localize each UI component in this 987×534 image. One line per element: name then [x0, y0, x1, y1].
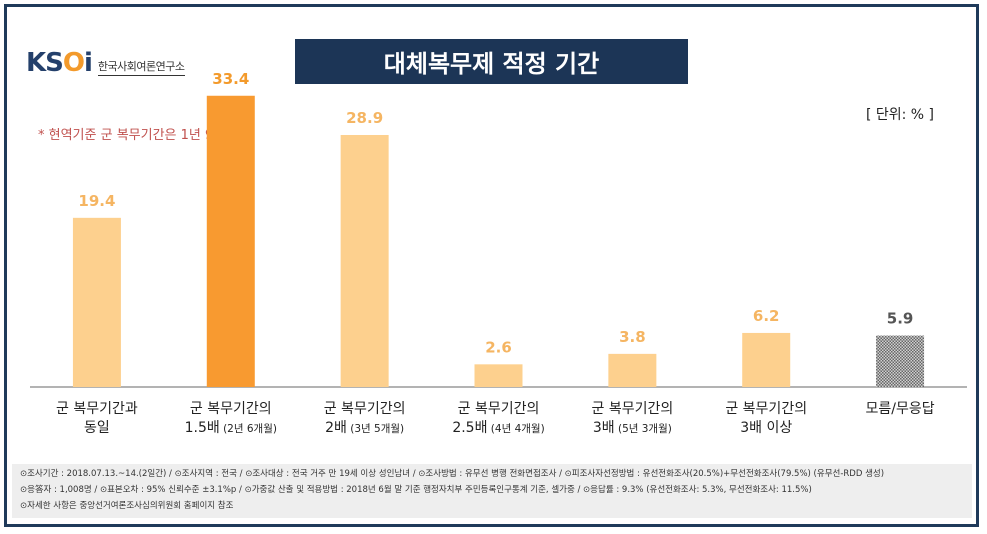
- bar-1: [206, 95, 255, 387]
- category-label-1-0: 군 복무기간의: [190, 401, 272, 417]
- slide-frame: [4, 4, 979, 527]
- unit-label: [ 단위: % ]: [865, 107, 934, 123]
- value-label-2: 28.9: [346, 109, 383, 127]
- bar-6: [876, 335, 925, 387]
- value-label-1: 33.4: [212, 70, 249, 88]
- footer-line-3: ⊙자세한 사항은 중앙선거여론조사심의위원회 홈페이지 참조: [20, 501, 234, 511]
- survey-info-footer: ⊙조사기간 : 2018.07.13.~14.(2일간) / ⊙조사지역 : 전…: [12, 464, 972, 518]
- category-label-5-0: 군 복무기간의: [725, 401, 807, 417]
- category-label-4-0: 군 복무기간의: [591, 401, 673, 417]
- category-label-2-0: 군 복무기간의: [324, 401, 406, 417]
- value-label-4: 3.8: [619, 328, 646, 346]
- bar-3: [474, 364, 523, 387]
- category-label-4-1: 3배 (5년 3개월): [593, 420, 672, 436]
- logo-mark: KSOi: [26, 48, 93, 78]
- category-label-0-0: 군 복무기간과: [56, 401, 138, 417]
- bar-0: [72, 217, 121, 387]
- category-label-0-1: 동일: [84, 420, 110, 436]
- value-label-5: 6.2: [753, 307, 780, 325]
- category-label-3-1: 2.5배 (4년 4개월): [452, 420, 544, 436]
- bar-4: [608, 353, 657, 387]
- value-label-6: 5.9: [887, 310, 914, 328]
- category-label-5-1: 3배 이상: [740, 420, 792, 436]
- chart-title: 대체복무제 적정 기간: [295, 39, 688, 84]
- value-label-0: 19.4: [78, 192, 115, 210]
- footer-line-1: ⊙조사기간 : 2018.07.13.~14.(2일간) / ⊙조사지역 : 전…: [20, 469, 885, 479]
- bar-5: [742, 332, 791, 387]
- value-label-3: 2.6: [485, 338, 512, 356]
- category-label-6-0: 모름/무응답: [866, 401, 935, 417]
- category-label-1-1: 1.5배 (2년 6개월): [185, 420, 277, 436]
- footer-line-2: ⊙응答자 : 1,008명 / ⊙표본오차 : 95% 신뢰수준 ±3.1%p …: [20, 485, 812, 495]
- logo-subtitle: 한국사회여론연구소: [97, 58, 185, 76]
- bar-2: [340, 134, 389, 387]
- footnote-military-period: * 현역기준 군 복무기간은 1년 9개월: [38, 128, 238, 143]
- ksoi-logo: KSOi 한국사회여론연구소: [26, 45, 185, 81]
- category-label-3-0: 군 복무기간의: [458, 401, 540, 417]
- category-label-2-1: 2배 (3년 5개월): [325, 420, 404, 436]
